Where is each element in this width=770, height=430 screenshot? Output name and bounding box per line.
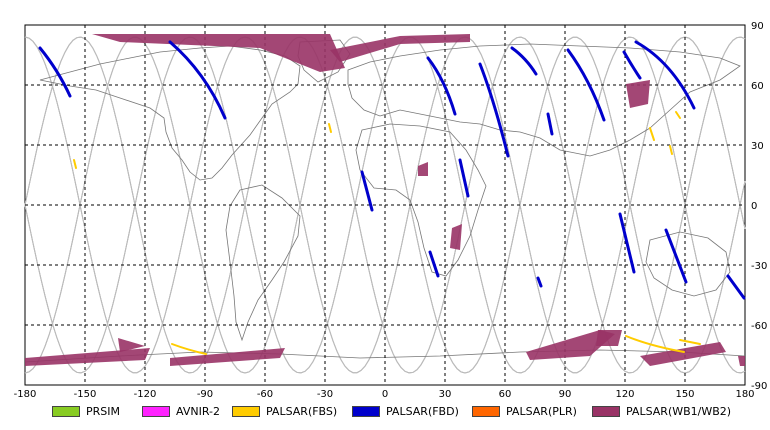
- fbs-strip: [625, 335, 685, 353]
- australia-coast: [645, 231, 731, 297]
- x-tick-labels: -180 -150 -120 -90 -60 -30 0 30 60 90 120 150 180: [14, 389, 755, 400]
- legend-swatch: [352, 405, 380, 417]
- wb-swath: [418, 162, 428, 176]
- fbd-strip: [168, 40, 227, 120]
- x-tick-label: 180: [735, 389, 754, 400]
- y-tick-labels: 90 60 30 0 -30 -60 -90: [751, 21, 767, 392]
- y-tick-label: 0: [751, 201, 757, 212]
- north-america-coast: [39, 45, 301, 181]
- fbd-strip: [566, 48, 606, 122]
- fbd-strip: [536, 276, 543, 288]
- x-tick-label: -90: [197, 389, 213, 400]
- acquisition-map: -180 -150 -120 -90 -60 -30 0 30 60 90 120 150 180 90…: [14, 21, 768, 400]
- wb-swath: [330, 34, 470, 62]
- legend-item-palsar-fbd: PALSAR(FBD): [352, 404, 459, 418]
- legend-swatch: [142, 405, 170, 417]
- fbd-strip: [428, 250, 440, 278]
- x-tick-label: 120: [615, 389, 634, 400]
- y-tick-label: -90: [751, 381, 767, 392]
- fbd-strip: [546, 112, 554, 136]
- x-tick-label: 0: [382, 389, 388, 400]
- legend-label: PALSAR(WB1/WB2): [626, 404, 732, 418]
- wb-swath: [118, 338, 145, 352]
- legend-item-palsar-plr: PALSAR(PLR): [472, 404, 577, 418]
- fbs-strip: [171, 343, 207, 355]
- y-tick-label: -60: [751, 321, 767, 332]
- antarctica-coast: [24, 349, 746, 363]
- wb-swath: [92, 34, 345, 72]
- wb-swath: [596, 330, 622, 346]
- y-tick-label: 30: [751, 141, 764, 152]
- africa-coast: [355, 123, 487, 277]
- fbs-strip: [73, 159, 77, 169]
- wb-swaths: [25, 34, 745, 366]
- fbs-strips: [73, 111, 701, 355]
- fbd-strip: [634, 40, 696, 110]
- graticule-grid: [25, 25, 745, 385]
- x-tick-label: -150: [74, 389, 97, 400]
- x-tick-label: 150: [675, 389, 694, 400]
- coastlines: [24, 39, 746, 363]
- wb-swath: [640, 342, 726, 366]
- x-tick-label: -30: [317, 389, 333, 400]
- fbs-strip: [649, 127, 655, 141]
- legend-swatch: [472, 405, 500, 417]
- legend-item-avnir2: AVNIR-2: [142, 404, 220, 418]
- legend-item-prsim: PRSIM: [52, 404, 120, 418]
- fbs-strip: [679, 339, 701, 345]
- wb-swath: [526, 330, 615, 360]
- legend-swatch: [592, 405, 620, 417]
- wb-swath: [738, 356, 745, 366]
- wb-swath: [170, 348, 285, 366]
- legend-label: PRSIM: [86, 404, 120, 418]
- fbd-strip: [478, 62, 510, 158]
- y-tick-label: 90: [751, 21, 764, 32]
- fbd-strips: [38, 40, 746, 300]
- fbd-strip: [510, 46, 538, 76]
- y-tick-label: -30: [751, 261, 767, 272]
- wb-swath: [25, 348, 150, 366]
- x-tick-label: -120: [134, 389, 157, 400]
- x-tick-label: -60: [257, 389, 273, 400]
- x-tick-label: 60: [499, 389, 512, 400]
- legend-label: PALSAR(PLR): [506, 404, 577, 418]
- fbs-strip: [675, 111, 681, 119]
- fbd-strip: [664, 228, 688, 284]
- x-tick-label: 90: [559, 389, 572, 400]
- fbd-strip: [38, 46, 72, 98]
- y-tick-label: 60: [751, 81, 764, 92]
- fbd-strip: [426, 56, 457, 116]
- fbs-strip: [328, 123, 332, 133]
- wb-swath: [450, 224, 462, 250]
- x-tick-label: 30: [439, 389, 452, 400]
- fbd-strip: [618, 212, 636, 274]
- fbs-strip: [669, 145, 673, 155]
- fbd-strip: [622, 50, 642, 80]
- legend-swatch: [232, 405, 260, 417]
- legend-label: AVNIR-2: [176, 404, 220, 418]
- legend-item-palsar-wb: PALSAR(WB1/WB2): [592, 404, 731, 418]
- fbd-strip: [360, 170, 374, 212]
- legend: PRSIM AVNIR-2 PALSAR(FBS) PALSAR(FBD) PA…: [0, 400, 770, 422]
- fbd-strip: [726, 274, 746, 300]
- x-tick-label: -180: [14, 389, 37, 400]
- legend-label: PALSAR(FBD): [386, 404, 459, 418]
- legend-label: PALSAR(FBS): [266, 404, 338, 418]
- south-america-coast: [225, 184, 301, 342]
- legend-swatch: [52, 405, 80, 417]
- wb-swath: [626, 80, 650, 108]
- fbd-strip: [458, 158, 470, 198]
- legend-item-palsar-fbs: PALSAR(FBS): [232, 404, 337, 418]
